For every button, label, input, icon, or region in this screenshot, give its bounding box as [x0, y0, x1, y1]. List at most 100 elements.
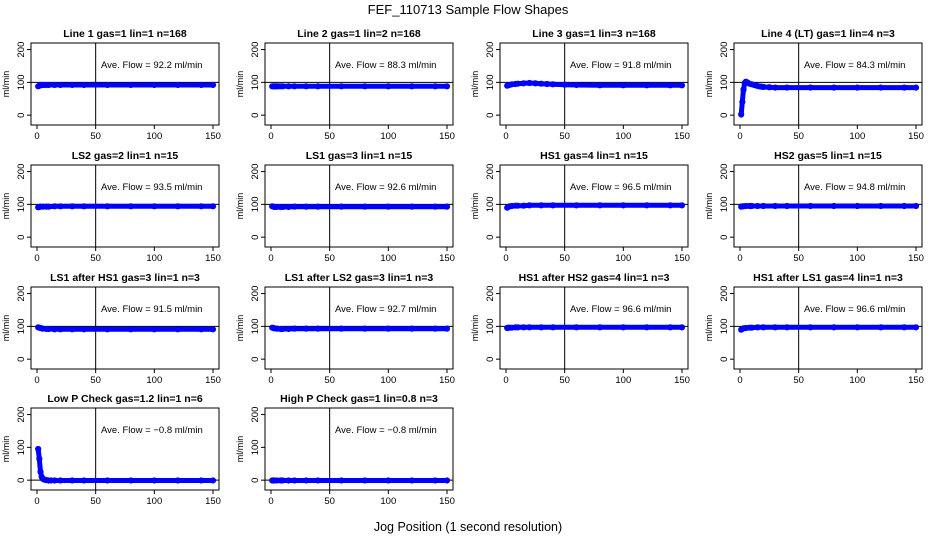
x-tick-label: 100	[849, 375, 865, 386]
y-axis-label: ml/min	[704, 71, 714, 98]
y-axis-label: ml/min	[470, 71, 480, 98]
x-tick-label: 150	[205, 253, 221, 264]
y-tick-label: 200	[719, 164, 730, 180]
plot-frame	[499, 42, 689, 126]
y-tick-label: 0	[485, 235, 496, 240]
x-tick-label: 0	[34, 496, 39, 507]
average-flow-annotation: Ave. Flow = 91.5 ml/min	[101, 304, 202, 315]
y-tick-label: 200	[16, 42, 27, 58]
x-tick-label: 50	[90, 496, 101, 507]
panel-4: Line 4 (LT) gas=1 lin=4 n=3 0 50 100 150 0 100…	[704, 28, 924, 142]
x-tick-label: 0	[503, 375, 508, 386]
x-tick-label: 0	[268, 131, 273, 142]
series-trace	[504, 324, 685, 331]
y-tick-label: 100	[16, 318, 27, 334]
y-tick-label: 100	[485, 196, 496, 212]
average-flow-annotation: Ave. Flow = 96.6 ml/min	[804, 304, 905, 315]
x-tick-label: 100	[380, 375, 396, 386]
panel-3: Line 3 gas=1 lin=3 n=168 0 50 100 150 0 100 200…	[470, 28, 690, 142]
panel-title: HS1 gas=4 lin=1 n=15	[540, 150, 648, 162]
x-tick-label: 150	[439, 375, 455, 386]
x-tick-label: 100	[380, 131, 396, 142]
x-tick-label: 50	[324, 253, 335, 264]
panel-title: Line 3 gas=1 lin=3 n=168	[532, 28, 656, 40]
y-tick-label: 100	[250, 196, 261, 212]
x-tick-label: 150	[674, 131, 690, 142]
panel-6: LS1 gas=3 lin=1 n=15 0 50 100 150 0 100 200 ml/m…	[235, 150, 455, 264]
y-axis-label: ml/min	[235, 71, 245, 98]
y-axis-label: ml/min	[235, 436, 245, 463]
panel-title: LS1 after HS1 gas=3 lin=1 n=3	[50, 272, 200, 284]
series-trace	[35, 324, 216, 332]
panel-title: HS1 after LS1 gas=4 lin=1 n=3	[753, 272, 903, 284]
y-tick-label: 200	[485, 42, 496, 58]
x-tick-label: 100	[146, 131, 162, 142]
y-tick-label: 200	[16, 286, 27, 302]
average-flow-annotation: Ave. Flow = −0.8 ml/min	[335, 425, 437, 436]
x-tick-label: 0	[503, 253, 508, 264]
x-tick-label: 50	[793, 131, 804, 142]
panel-13: Low P Check gas=1.2 lin=1 n=6 0 50 100 150 0 1…	[1, 393, 221, 507]
y-tick-label: 0	[719, 113, 730, 118]
average-flow-annotation: Ave. Flow = 92.6 ml/min	[335, 182, 436, 193]
y-axis-label: ml/min	[470, 315, 480, 342]
y-tick-label: 0	[16, 478, 27, 483]
x-tick-label: 50	[793, 375, 804, 386]
x-tick-label: 150	[205, 375, 221, 386]
y-axis-label: ml/min	[704, 193, 714, 220]
y-tick-label: 0	[485, 113, 496, 118]
y-tick-label: 100	[250, 318, 261, 334]
x-tick-label: 0	[503, 131, 508, 142]
average-flow-annotation: Ave. Flow = 91.8 ml/min	[570, 60, 671, 71]
series-trace	[504, 202, 685, 211]
y-tick-label: 100	[719, 318, 730, 334]
plot-frame	[30, 164, 220, 248]
x-tick-label: 150	[908, 375, 924, 386]
x-tick-label: 50	[324, 375, 335, 386]
y-tick-label: 200	[250, 164, 261, 180]
y-tick-label: 100	[719, 196, 730, 212]
x-tick-label: 0	[34, 375, 39, 386]
y-tick-label: 200	[250, 42, 261, 58]
x-tick-label: 0	[268, 375, 273, 386]
y-tick-label: 200	[485, 286, 496, 302]
x-tick-label: 100	[146, 253, 162, 264]
average-flow-annotation: Ave. Flow = 96.5 ml/min	[570, 182, 671, 193]
y-tick-label: 0	[485, 357, 496, 362]
plot-frame	[30, 42, 220, 126]
average-flow-annotation: Ave. Flow = 84.3 ml/min	[804, 60, 905, 71]
series-trace	[504, 80, 685, 89]
x-tick-label: 50	[90, 253, 101, 264]
x-tick-label: 0	[268, 253, 273, 264]
panel-9: LS1 after HS1 gas=3 lin=1 n=3 0 50 100 150 0 1…	[1, 272, 221, 386]
y-axis-label: ml/min	[1, 193, 11, 220]
y-tick-label: 100	[16, 74, 27, 90]
x-tick-label: 100	[380, 253, 396, 264]
y-tick-label: 200	[719, 42, 730, 58]
y-tick-label: 200	[16, 164, 27, 180]
panel-5: LS2 gas=2 lin=1 n=15 0 50 100 150 0 100 200 ml/m…	[1, 150, 221, 264]
panel-2: Line 2 gas=1 lin=2 n=168 0 50 100 150 0 100 200…	[235, 28, 455, 142]
x-tick-label: 0	[34, 131, 39, 142]
panel-8: HS2 gas=5 lin=1 n=15 0 50 100 150 0 100 200 ml/m…	[704, 150, 924, 264]
y-tick-label: 0	[16, 235, 27, 240]
x-tick-label: 50	[559, 375, 570, 386]
x-tick-label: 100	[615, 375, 631, 386]
x-tick-label: 100	[615, 253, 631, 264]
y-tick-label: 100	[485, 74, 496, 90]
series-trace	[738, 79, 919, 117]
y-tick-label: 200	[485, 164, 496, 180]
x-tick-label: 50	[90, 375, 101, 386]
panel-title: High P Check gas=1 lin=0.8 n=3	[280, 393, 438, 405]
y-tick-label: 100	[250, 439, 261, 455]
y-tick-label: 0	[250, 235, 261, 240]
y-tick-label: 0	[16, 113, 27, 118]
plot-frame	[733, 164, 923, 248]
y-axis-label: ml/min	[704, 315, 714, 342]
y-tick-label: 200	[16, 407, 27, 423]
panel-12: HS1 after LS1 gas=4 lin=1 n=3 0 50 100 150 0 1…	[704, 272, 924, 386]
x-tick-label: 150	[908, 253, 924, 264]
y-axis-label: ml/min	[235, 193, 245, 220]
panel-title: Line 4 (LT) gas=1 lin=4 n=3	[761, 28, 895, 40]
